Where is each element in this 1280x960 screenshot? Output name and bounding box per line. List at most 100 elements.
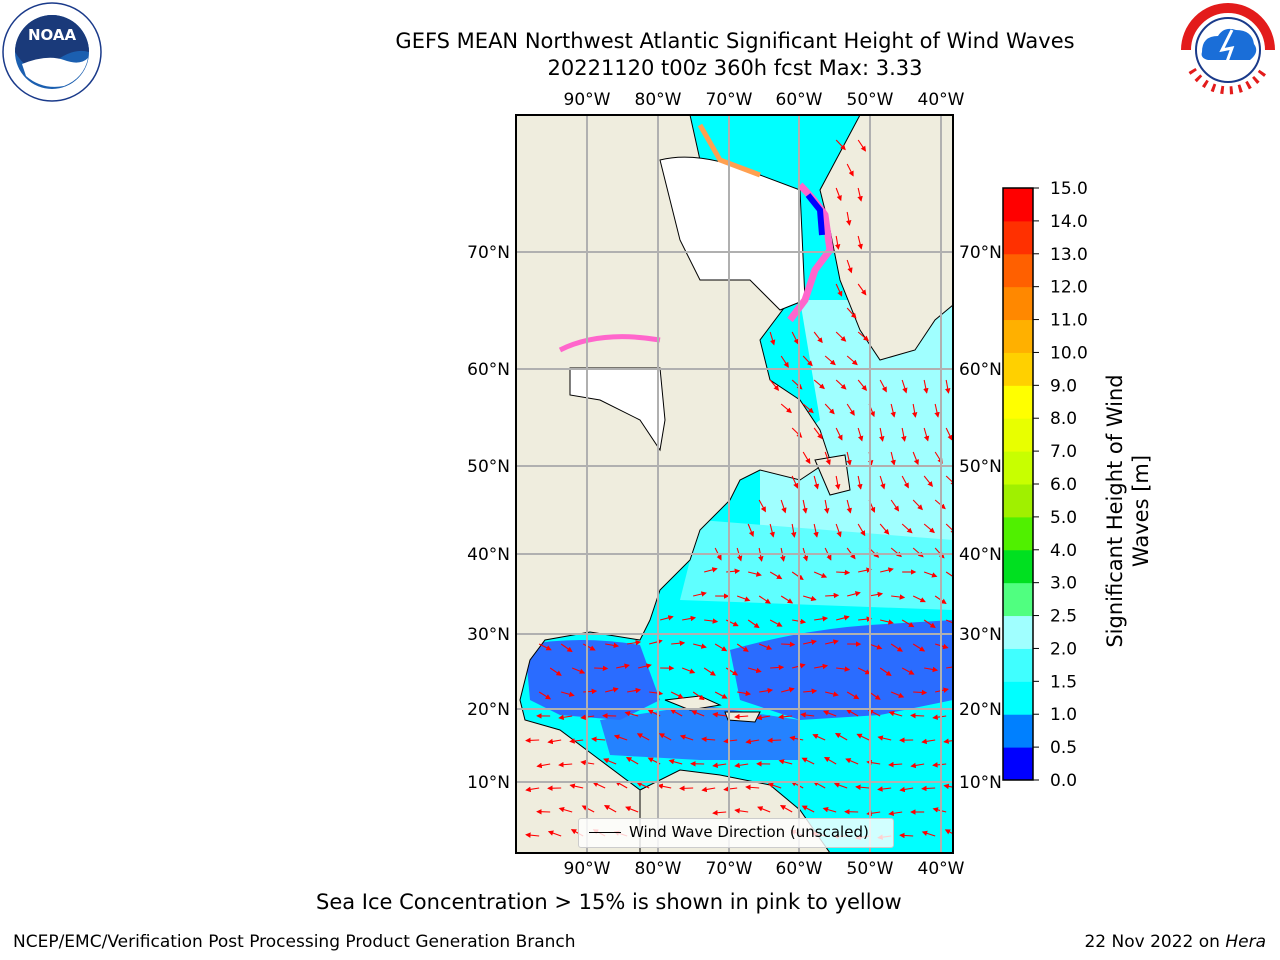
- wave-direction-arrow: [780, 355, 789, 368]
- colorbar-segment: [1003, 451, 1033, 485]
- wave-direction-arrow: [781, 687, 795, 693]
- wave-direction-arrow: [814, 663, 829, 670]
- wave-direction-arrow: [627, 687, 642, 694]
- wave-direction-arrow: [547, 738, 562, 745]
- wave-direction-arrow: [912, 451, 919, 466]
- wave-direction-arrow: [880, 567, 894, 573]
- wave-direction-arrow: [801, 757, 815, 765]
- wave-band-high: [760, 300, 953, 600]
- wave-direction-arrow: [756, 714, 771, 721]
- noaa-logo-icon: NOAA: [2, 2, 102, 102]
- wave-direction-arrow: [758, 643, 773, 650]
- wave-direction-arrow: [957, 404, 961, 416]
- colorbar-segment: [1003, 319, 1033, 353]
- colorbar-segment: [1003, 516, 1033, 551]
- wave-direction-arrow: [704, 618, 719, 624]
- lat-label-left: 60°N: [467, 360, 510, 380]
- lon-label-top: 60°W: [776, 90, 823, 110]
- wave-direction-arrow: [802, 403, 814, 414]
- wave-direction-arrow: [944, 829, 953, 835]
- lat-label-left: 50°N: [467, 457, 510, 477]
- colorbar: [1003, 188, 1033, 781]
- wave-direction-arrow: [824, 355, 836, 366]
- colorbar-tick-label: 14.0: [1050, 212, 1088, 232]
- wave-direction-arrow: [538, 643, 552, 651]
- wave-direction-arrow: [834, 732, 848, 741]
- wave-direction-arrow: [879, 523, 890, 535]
- wave-direction-arrow: [767, 737, 782, 744]
- wave-direction-arrow: [879, 427, 885, 442]
- lat-label-right: 50°N: [959, 457, 1002, 477]
- wave-direction-arrow: [613, 734, 628, 741]
- wave-direction-arrow: [943, 783, 953, 790]
- colorbar-segment: [1003, 615, 1033, 649]
- wave-direction-arrow: [822, 710, 837, 717]
- lon-label-bottom: 60°W: [776, 859, 823, 879]
- wave-direction-arrow: [624, 711, 639, 717]
- wave-direction-arrow: [901, 523, 913, 534]
- wave-direction-arrow: [757, 806, 771, 813]
- lat-label-right: 40°N: [959, 545, 1002, 565]
- wave-direction-arrow: [549, 667, 562, 676]
- lon-label-top: 80°W: [635, 90, 682, 110]
- wave-direction-arrow: [813, 427, 823, 440]
- wave-direction-arrow: [558, 761, 573, 768]
- wave-direction-arrow: [802, 355, 813, 367]
- wave-direction-arrow: [660, 615, 674, 621]
- wave-direction-arrow: [835, 283, 843, 297]
- wave-direction-arrow: [880, 619, 894, 625]
- colorbar-segment: [1003, 549, 1033, 584]
- wind-wave-arrows: [525, 139, 978, 841]
- lat-label-left: 30°N: [467, 625, 510, 645]
- wave-direction-arrow: [691, 710, 705, 717]
- wave-direction-arrow: [780, 595, 794, 604]
- wave-direction-arrow: [835, 475, 841, 490]
- wave-direction-arrow: [636, 733, 650, 741]
- lat-label-right: 60°N: [959, 360, 1002, 380]
- wave-direction-arrow: [899, 786, 914, 793]
- ice-edge-orange: [697, 123, 761, 178]
- wave-direction-arrow: [723, 738, 738, 744]
- colorbar-tick-label: 13.0: [1050, 245, 1088, 265]
- wave-direction-arrow: [945, 475, 953, 486]
- wave-direction-arrow: [957, 500, 967, 509]
- footer-branch: NCEP/EMC/Verification Post Processing Pr…: [13, 932, 576, 952]
- hudson-ice-edge: [558, 334, 661, 353]
- wave-direction-arrow: [603, 758, 617, 765]
- wave-direction-arrow: [901, 475, 909, 489]
- colorbar-tick-label: 2.5: [1050, 607, 1077, 627]
- wave-direction-arrow: [649, 639, 663, 645]
- wave-direction-arrow: [671, 640, 686, 646]
- wave-direction-arrow: [857, 523, 866, 537]
- lat-label-left: 40°N: [467, 545, 510, 565]
- wave-direction-arrow: [901, 667, 915, 675]
- wave-direction-arrow: [547, 830, 562, 837]
- wave-direction-arrow: [778, 714, 793, 720]
- wave-direction-arrow: [825, 592, 840, 599]
- wave-direction-arrow: [558, 806, 573, 813]
- wave-direction-arrow: [769, 331, 776, 346]
- wave-direction-arrow: [745, 784, 760, 791]
- wave-direction-arrow: [758, 499, 766, 513]
- wave-direction-arrow: [701, 786, 716, 793]
- wave-direction-arrow: [670, 691, 684, 699]
- wave-direction-arrow: [814, 616, 829, 622]
- colorbar-segment: [1003, 714, 1033, 748]
- wave-direction-arrow: [791, 571, 804, 581]
- wave-direction-arrow: [890, 403, 896, 418]
- lat-label-right: 30°N: [959, 625, 1002, 645]
- wave-direction-arrow: [912, 499, 923, 511]
- colorbar-tick-label: 7.0: [1050, 442, 1077, 462]
- footer-host: Hera: [1225, 932, 1266, 952]
- wave-direction-arrow: [657, 783, 672, 789]
- wave-direction-arrow: [658, 733, 672, 741]
- wave-direction-arrow: [845, 709, 859, 717]
- wave-direction-arrow: [968, 476, 978, 484]
- wave-direction-arrow: [802, 499, 808, 514]
- wave-direction-arrow: [669, 709, 683, 717]
- wave-direction-arrow: [813, 331, 823, 344]
- wave-direction-arrow: [934, 403, 940, 418]
- wave-direction-arrow: [769, 379, 780, 391]
- wave-direction-arrow: [835, 187, 842, 202]
- wave-direction-arrow: [868, 643, 883, 650]
